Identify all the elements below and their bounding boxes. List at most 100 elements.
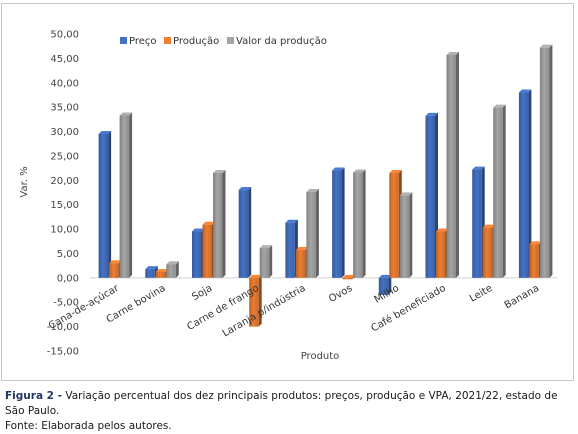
bar — [166, 264, 176, 278]
x-axis-title: Produto — [301, 351, 340, 362]
y-tick-label: 45,00 — [50, 54, 79, 65]
y-tick-label: 10,00 — [50, 225, 79, 236]
bar-side-face — [108, 130, 112, 278]
bar-top-face — [192, 228, 205, 232]
y-tick-label: 25,00 — [50, 151, 79, 162]
bar — [399, 195, 410, 278]
y-tick-label: 40,00 — [50, 78, 79, 89]
bar-side-face — [456, 51, 459, 278]
bar-side-face — [175, 261, 179, 278]
y-tick-label: 35,00 — [50, 103, 79, 114]
bar-top-face — [238, 187, 252, 191]
bar — [539, 47, 550, 278]
figure-caption: Figura 2 - Variação percentual dos dez p… — [5, 389, 575, 434]
bar-top-face — [482, 224, 496, 228]
bar — [192, 231, 202, 278]
bar-side-face — [388, 274, 392, 295]
bar — [529, 244, 539, 278]
bar-top-face — [378, 274, 392, 278]
bar — [482, 227, 493, 278]
bar-top-face — [353, 169, 366, 173]
legend-swatch — [120, 37, 127, 44]
legend-label: Preço — [129, 36, 157, 47]
bar-top-face — [518, 89, 532, 93]
bar-top-face — [493, 104, 506, 108]
bar — [155, 271, 166, 278]
y-tick-label: 50,00 — [50, 30, 79, 41]
bar — [119, 115, 130, 278]
bar-top-face — [259, 245, 273, 249]
bar — [342, 277, 353, 280]
bar — [238, 190, 249, 278]
figure-label: Figura 2 - — [5, 390, 63, 402]
bar-top-face — [425, 112, 438, 116]
bar-top-face — [342, 274, 356, 278]
legend-label: Produção — [173, 36, 219, 47]
legend-swatch — [227, 37, 234, 44]
bar-top-face — [155, 268, 169, 272]
y-tick-label: -10,00 — [47, 322, 79, 333]
bar-top-face — [285, 219, 298, 223]
bar — [145, 269, 155, 278]
bar — [472, 169, 482, 278]
category-label: Soja — [190, 283, 214, 303]
y-tick-label: 20,00 — [50, 176, 79, 187]
bar — [425, 115, 435, 278]
bar — [378, 277, 389, 295]
bar-side-face — [129, 112, 133, 278]
bar-side-face — [341, 167, 345, 278]
bar-side-face — [258, 274, 262, 327]
bar-side-face — [502, 104, 506, 278]
bar-top-face — [249, 274, 262, 278]
bar-top-face — [436, 228, 449, 232]
bar-top-face — [295, 247, 309, 251]
category-label: Banana — [503, 283, 541, 311]
bar-side-face — [362, 169, 366, 278]
chart-frame: -15,00 -10,00 -5,00 0,00 5,00 10,00 15,00 20,00… — [1, 3, 574, 381]
bar-top-face — [213, 169, 226, 173]
bar — [202, 224, 212, 278]
bar-top-face — [145, 266, 158, 270]
bar — [389, 172, 399, 278]
category-label: Laranja p/indústria — [220, 282, 307, 339]
bar — [249, 277, 259, 327]
bar-top-face — [529, 241, 542, 245]
legend-label: Valor da produção — [236, 36, 327, 47]
bar — [332, 170, 342, 278]
y-tick-label: 0,00 — [57, 273, 79, 284]
y-tick-label: -15,00 — [47, 347, 79, 358]
bar — [518, 92, 529, 278]
bar-side-face — [315, 189, 319, 278]
bar-top-face — [109, 260, 122, 264]
bar-top-face — [98, 130, 112, 134]
bar-top-face — [166, 261, 179, 265]
legend-swatch — [164, 37, 171, 44]
bar — [493, 107, 503, 278]
y-tick-label: 15,00 — [50, 200, 79, 211]
y-axis-title: Var. % — [19, 166, 30, 197]
bar-top-face — [446, 51, 459, 55]
bar-top-face — [202, 221, 215, 225]
bar-chart: -15,00 -10,00 -5,00 0,00 5,00 10,00 15,00 20,00… — [19, 30, 557, 362]
bar-top-face — [472, 166, 485, 170]
y-tick-label: 5,00 — [57, 249, 79, 260]
bar — [295, 250, 306, 278]
bar-side-face — [409, 192, 413, 278]
bar-top-face — [119, 112, 133, 116]
bar — [285, 222, 295, 278]
bar — [98, 133, 109, 278]
bar-side-face — [549, 44, 553, 278]
bar-top-face — [389, 169, 402, 173]
bar — [446, 54, 456, 278]
bar — [213, 172, 223, 278]
bar-top-face — [399, 192, 413, 196]
bar — [353, 172, 363, 278]
bar-top-face — [332, 167, 345, 171]
caption-text: Variação percentual dos dez principais p… — [5, 390, 558, 417]
bar-side-face — [269, 245, 273, 278]
y-tick-label: 30,00 — [50, 127, 79, 138]
bar-top-face — [539, 44, 553, 48]
bar — [109, 263, 119, 278]
bar — [306, 192, 316, 278]
category-label: Leite — [468, 283, 495, 305]
